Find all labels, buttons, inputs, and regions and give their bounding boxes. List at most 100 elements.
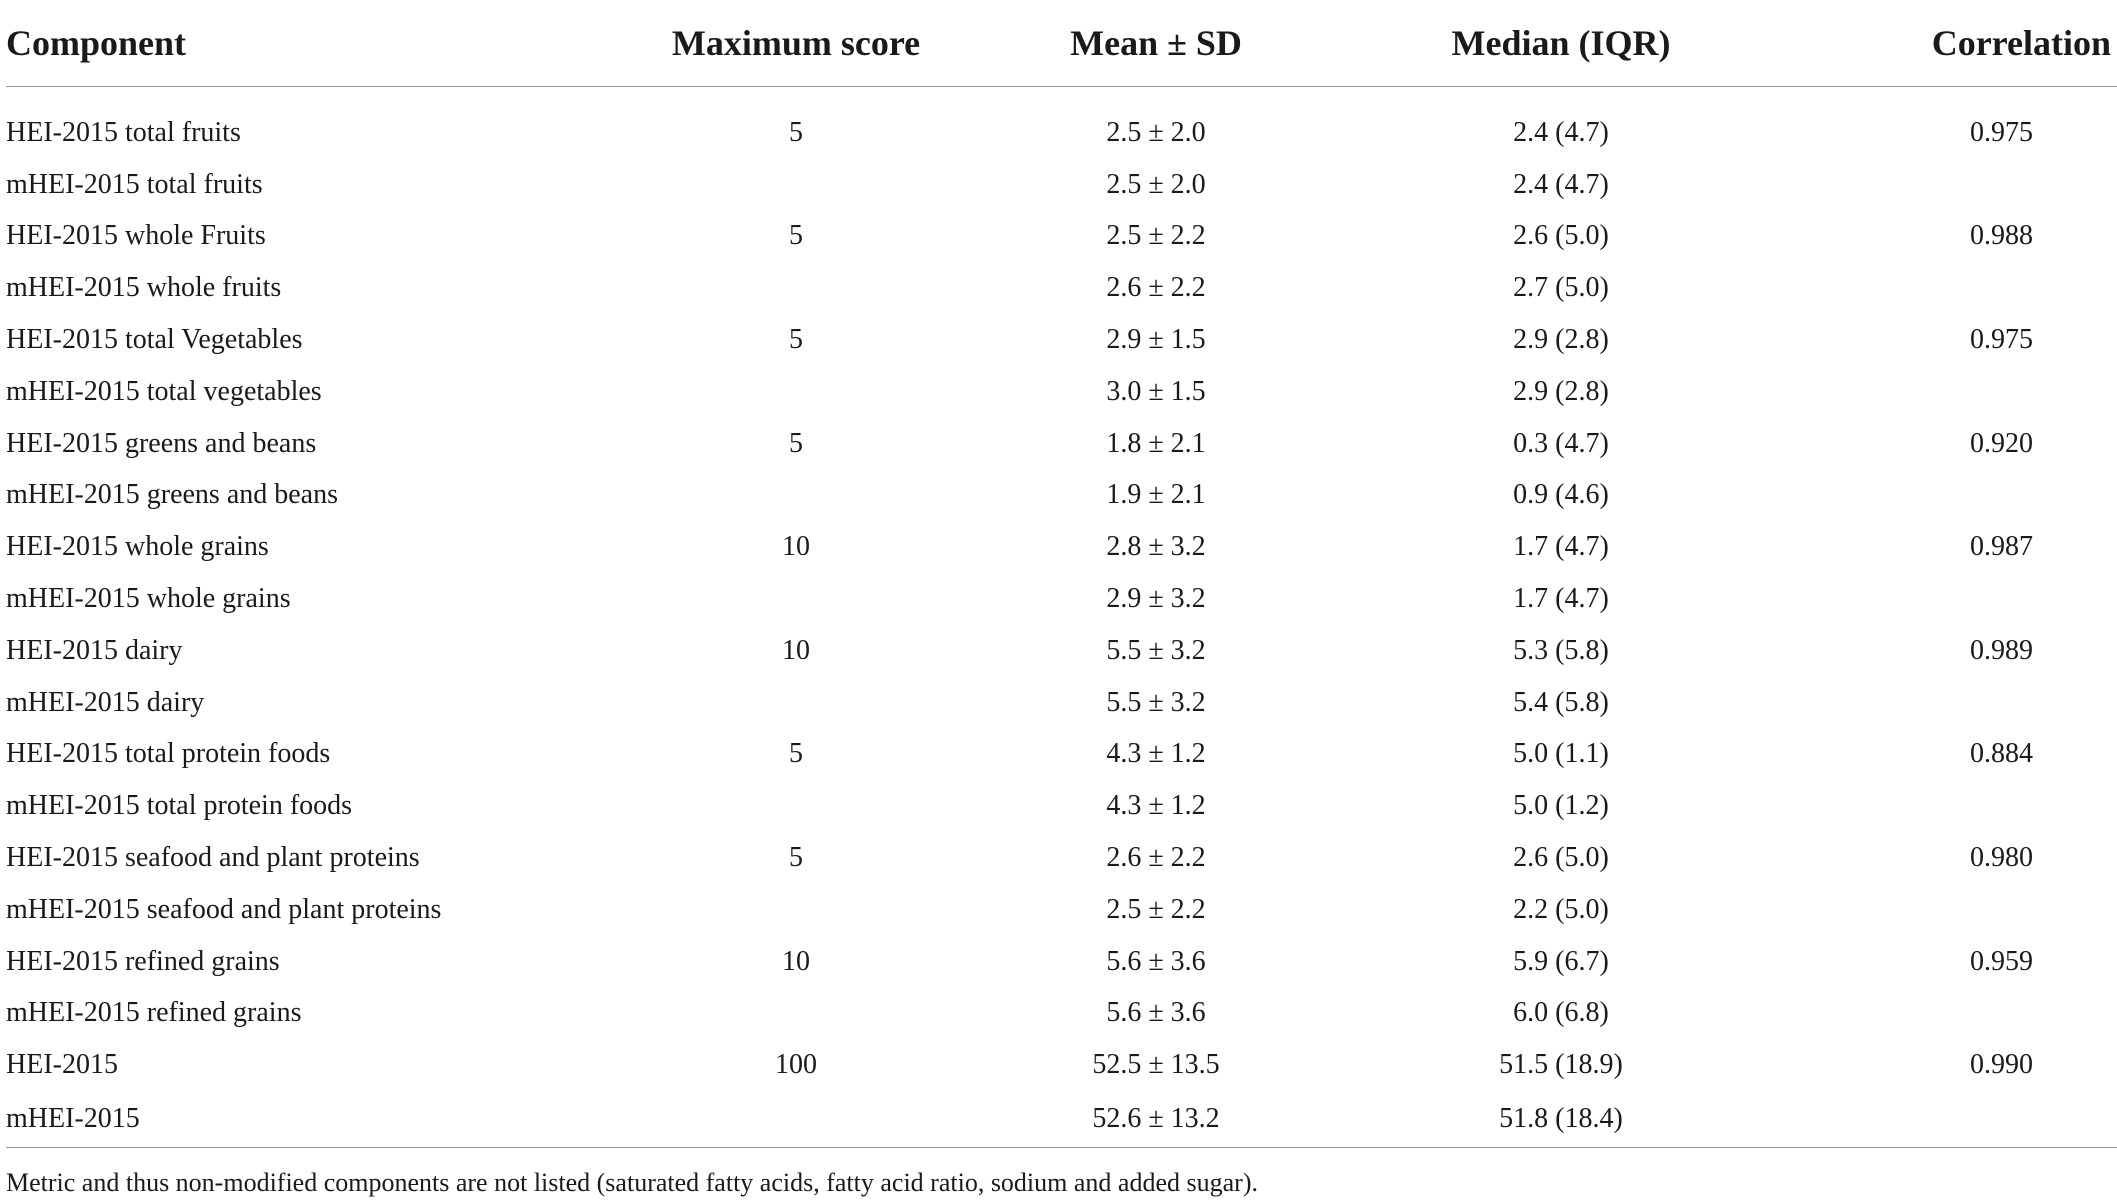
cell-component: mHEI-2015 <box>6 1103 140 1135</box>
table-row: HEI-2015 greens and beans 5 1.8 ± 2.1 0.3 (… <box>6 418 2117 470</box>
cell-mean-sd: 5.6 ± 3.6 <box>1106 997 1206 1029</box>
table-row: HEI-2015 100 52.5 ± 13.5 51.5 (18.9) 0.990 <box>6 1039 2117 1091</box>
cell-correlation: 0.990 <box>1970 1049 2033 1081</box>
table-row: HEI-2015 whole Fruits 5 2.5 ± 2.2 2.6 (5.0)… <box>6 211 2117 263</box>
cell-median-iqr: 2.4 (4.7) <box>1513 116 1609 148</box>
cell-mean-sd: 2.9 ± 1.5 <box>1106 324 1206 356</box>
cell-component: mHEI-2015 whole fruits <box>6 272 282 304</box>
cell-correlation: 0.980 <box>1970 842 2033 874</box>
cell-correlation <box>1756 988 2117 1040</box>
cell-component: HEI-2015 total fruits <box>6 116 241 148</box>
header-median-iqr: Median (IQR) <box>1366 0 1756 87</box>
table-row: HEI-2015 seafood and plant proteins 5 2.6 … <box>6 832 2117 884</box>
header-mean-sd: Mean ± SD <box>946 0 1366 87</box>
cell-mean-sd: 2.5 ± 2.2 <box>1106 220 1206 252</box>
table-spacer-row <box>6 87 2117 108</box>
cell-mean-sd: 2.5 ± 2.0 <box>1106 116 1206 148</box>
table-row: mHEI-2015 refined grains 5.6 ± 3.6 6.0 (6.… <box>6 988 2117 1040</box>
cell-median-iqr: 2.9 (2.8) <box>1513 324 1609 356</box>
cell-component: mHEI-2015 total fruits <box>6 168 263 200</box>
cell-median-iqr: 5.3 (5.8) <box>1513 634 1609 666</box>
cell-mean-sd: 2.5 ± 2.0 <box>1106 168 1206 200</box>
table-row: mHEI-2015 total vegetables 3.0 ± 1.5 2.9 (… <box>6 366 2117 418</box>
cell-correlation <box>1756 780 2117 832</box>
cell-component: mHEI-2015 refined grains <box>6 997 302 1029</box>
cell-maximum-score <box>646 1091 946 1148</box>
table-row: mHEI-2015 seafood and plant proteins 2.5 … <box>6 884 2117 936</box>
cell-component: mHEI-2015 dairy <box>6 686 205 718</box>
cell-mean-sd: 4.3 ± 1.2 <box>1106 738 1206 770</box>
cell-maximum-score <box>646 262 946 314</box>
cell-component: mHEI-2015 total protein foods <box>6 790 353 822</box>
cell-component: mHEI-2015 greens and beans <box>6 479 339 511</box>
cell-correlation: 0.884 <box>1970 738 2033 770</box>
cell-correlation <box>1756 1091 2117 1148</box>
hei-comparison-table: Component Maximum score Mean ± SD Median… <box>6 0 2117 1200</box>
table-row: mHEI-2015 greens and beans 1.9 ± 2.1 0.9 (… <box>6 470 2117 522</box>
cell-component: HEI-2015 total Vegetables <box>6 324 303 356</box>
cell-correlation <box>1756 470 2117 522</box>
cell-correlation: 0.975 <box>1970 116 2033 148</box>
cell-component: HEI-2015 dairy <box>6 634 183 666</box>
cell-component: HEI-2015 <box>6 1049 118 1081</box>
cell-correlation: 0.989 <box>1970 634 2033 666</box>
cell-component: HEI-2015 seafood and plant proteins <box>6 842 420 874</box>
cell-median-iqr: 2.2 (5.0) <box>1513 893 1609 925</box>
cell-mean-sd: 3.0 ± 1.5 <box>1106 375 1206 407</box>
table-row: HEI-2015 dairy 10 5.5 ± 3.2 5.3 (5.8) 0.989 <box>6 625 2117 677</box>
cell-maximum-score <box>646 677 946 729</box>
table-row: HEI-2015 total fruits 5 2.5 ± 2.0 2.4 (4.7)… <box>6 107 2117 159</box>
cell-correlation <box>1756 366 2117 418</box>
table-row: mHEI-2015 52.6 ± 13.2 51.8 (18.4) <box>6 1091 2117 1148</box>
cell-mean-sd: 52.6 ± 13.2 <box>1092 1103 1220 1135</box>
cell-correlation: 0.959 <box>1970 945 2033 977</box>
cell-component: HEI-2015 refined grains <box>6 945 280 977</box>
cell-maximum-score <box>646 159 946 211</box>
cell-maximum-score: 100 <box>775 1049 817 1081</box>
cell-component: HEI-2015 total protein foods <box>6 738 331 770</box>
cell-median-iqr: 5.4 (5.8) <box>1513 686 1609 718</box>
cell-maximum-score <box>646 884 946 936</box>
cell-median-iqr: 5.0 (1.2) <box>1513 790 1609 822</box>
cell-median-iqr: 1.7 (4.7) <box>1513 531 1609 563</box>
cell-mean-sd: 2.8 ± 3.2 <box>1106 531 1206 563</box>
cell-component: mHEI-2015 total vegetables <box>6 375 322 407</box>
cell-mean-sd: 2.5 ± 2.2 <box>1106 893 1206 925</box>
table-row: mHEI-2015 whole grains 2.9 ± 3.2 1.7 (4.7) <box>6 573 2117 625</box>
cell-component: HEI-2015 greens and beans <box>6 427 317 459</box>
cell-median-iqr: 2.4 (4.7) <box>1513 168 1609 200</box>
cell-median-iqr: 2.6 (5.0) <box>1513 842 1609 874</box>
cell-mean-sd: 5.5 ± 3.2 <box>1106 634 1206 666</box>
cell-correlation <box>1756 159 2117 211</box>
table-row: mHEI-2015 total protein foods 4.3 ± 1.2 5.… <box>6 780 2117 832</box>
cell-mean-sd: 1.9 ± 2.1 <box>1106 479 1206 511</box>
cell-component: HEI-2015 whole Fruits <box>6 220 266 252</box>
cell-mean-sd: 2.6 ± 2.2 <box>1106 842 1206 874</box>
cell-correlation <box>1756 262 2117 314</box>
table-row: HEI-2015 refined grains 10 5.6 ± 3.6 5.9 (6… <box>6 936 2117 988</box>
cell-median-iqr: 2.9 (2.8) <box>1513 375 1609 407</box>
cell-maximum-score: 5 <box>789 116 803 148</box>
table-footnote: Metric and thus non-modified components … <box>6 1147 2117 1200</box>
cell-median-iqr: 5.9 (6.7) <box>1513 945 1609 977</box>
cell-median-iqr: 2.7 (5.0) <box>1513 272 1609 304</box>
table-row: mHEI-2015 whole fruits 2.6 ± 2.2 2.7 (5.0) <box>6 262 2117 314</box>
cell-correlation: 0.988 <box>1970 220 2033 252</box>
table-row: HEI-2015 total protein foods 5 4.3 ± 1.2 5.… <box>6 729 2117 781</box>
cell-correlation: 0.987 <box>1970 531 2033 563</box>
cell-median-iqr: 6.0 (6.8) <box>1513 997 1609 1029</box>
cell-maximum-score: 5 <box>789 427 803 459</box>
cell-component: mHEI-2015 whole grains <box>6 583 291 615</box>
cell-maximum-score: 10 <box>782 634 810 666</box>
cell-maximum-score: 10 <box>782 531 810 563</box>
header-component: Component <box>6 0 646 87</box>
cell-correlation <box>1756 884 2117 936</box>
cell-maximum-score <box>646 780 946 832</box>
cell-correlation: 0.975 <box>1970 324 2033 356</box>
cell-maximum-score <box>646 573 946 625</box>
table-footer-row: Metric and thus non-modified components … <box>6 1147 2117 1200</box>
cell-mean-sd: 1.8 ± 2.1 <box>1106 427 1206 459</box>
cell-mean-sd: 5.5 ± 3.2 <box>1106 686 1206 718</box>
cell-maximum-score <box>646 988 946 1040</box>
table-header-row: Component Maximum score Mean ± SD Median… <box>6 0 2117 87</box>
